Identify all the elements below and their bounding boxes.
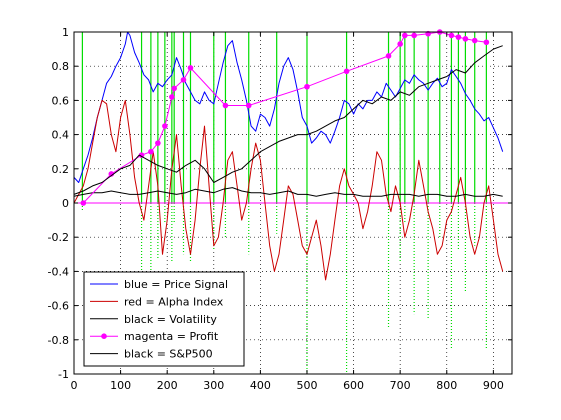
profit-point — [169, 94, 175, 100]
x-tick-label: 900 — [483, 379, 504, 392]
x-tick-label: 600 — [343, 379, 364, 392]
legend-label: magenta = Profit — [124, 330, 219, 343]
x-tick-label: 0 — [71, 379, 78, 392]
y-tick-label: -1 — [58, 368, 69, 381]
profit-point — [304, 84, 310, 90]
profit-point — [148, 149, 154, 155]
profit-point — [456, 34, 462, 40]
y-tick-label: 0.6 — [52, 94, 70, 107]
profit-point — [344, 69, 350, 75]
y-tick-label: 0 — [62, 197, 69, 210]
x-tick-label: 700 — [390, 379, 411, 392]
profit-point — [472, 38, 478, 44]
legend-label: red = Alpha Index — [124, 295, 224, 308]
profit-point — [484, 39, 490, 45]
profit-point — [81, 200, 87, 206]
legend-label: black = S&P500 — [124, 348, 213, 361]
y-tick-label: -0.2 — [48, 231, 69, 244]
profit-point — [181, 77, 187, 83]
y-tick-label: 0.8 — [52, 60, 70, 73]
legend: blue = Price Signal red = Alpha Index blac… — [84, 272, 244, 366]
y-tick-label: 0.2 — [52, 163, 70, 176]
x-tick-label: 300 — [203, 379, 224, 392]
y-tick-label: -0.4 — [48, 265, 69, 278]
profit-point — [411, 33, 417, 39]
profit-point — [402, 33, 408, 39]
profit-point — [155, 140, 161, 146]
profit-point — [171, 86, 177, 92]
profit-point — [223, 103, 229, 109]
legend-label: blue = Price Signal — [124, 278, 228, 291]
profit-point — [188, 65, 194, 71]
legend-label: black = Volatility — [124, 313, 217, 326]
profit-point — [449, 33, 455, 39]
y-tick-label: 0.4 — [52, 129, 70, 142]
x-tick-label: 400 — [250, 379, 271, 392]
profit-point — [463, 36, 469, 42]
x-tick-label: 100 — [110, 379, 131, 392]
y-tick-label: 1 — [62, 26, 69, 39]
profit-point — [246, 103, 252, 109]
y-tick-label: -0.8 — [48, 334, 69, 347]
profit-point — [397, 41, 403, 47]
y-tick-label: -0.6 — [48, 300, 69, 313]
legend-marker — [101, 333, 107, 339]
x-tick-label: 500 — [296, 379, 317, 392]
profit-point — [386, 53, 392, 59]
x-tick-label: 800 — [436, 379, 457, 392]
x-tick-label: 200 — [157, 379, 178, 392]
profit-point — [162, 123, 168, 129]
